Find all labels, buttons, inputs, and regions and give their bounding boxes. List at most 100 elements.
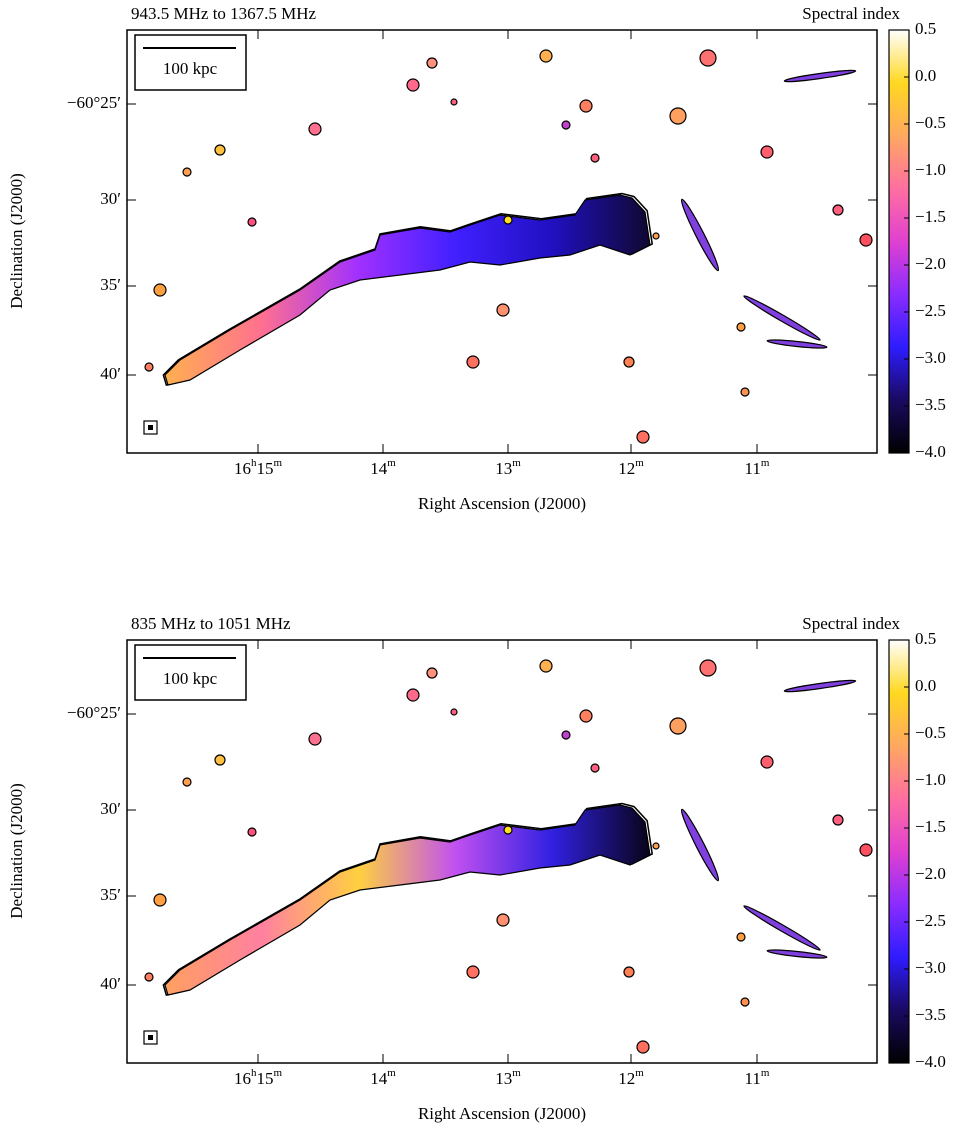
source <box>760 755 774 769</box>
colorbar-tick-label: −1.5 <box>915 207 946 226</box>
beam <box>148 1035 153 1040</box>
source <box>450 708 458 716</box>
x-tick-label-part: 12 <box>618 459 635 478</box>
map: 100 kpc <box>127 640 877 1063</box>
colorbar-tick-label: 0.0 <box>915 676 936 695</box>
source <box>466 965 480 979</box>
x-tick-label: 13m <box>495 457 521 478</box>
x-tick-label: 12m <box>618 457 644 478</box>
source <box>623 356 635 368</box>
x-tick-label-part: 14 <box>370 1069 388 1088</box>
colorbar-tick-label: −0.5 <box>915 113 946 132</box>
source <box>561 120 571 130</box>
colorbar-tick-label: −3.5 <box>915 395 946 414</box>
source <box>153 283 167 297</box>
colorbar-tick-label: −4.0 <box>915 1052 946 1071</box>
panel-title: 943.5 MHz to 1367.5 MHz <box>131 4 317 23</box>
x-tick-label-part: 15 <box>256 1069 273 1088</box>
x-tick-label: 11m <box>745 1067 770 1088</box>
x-tick-label-part: 13 <box>495 1069 512 1088</box>
source <box>636 1040 650 1054</box>
x-tick-label-part: m <box>387 457 396 469</box>
x-tick-label-part: 15 <box>256 459 273 478</box>
colorbar-title: Spectral index <box>802 614 900 633</box>
x-tick-label-part: m <box>273 1067 282 1079</box>
arc-source <box>743 295 821 341</box>
source <box>426 57 438 69</box>
panel-title: 835 MHz to 1051 MHz <box>131 614 291 633</box>
x-tick-label-part: m <box>635 1067 644 1079</box>
source <box>503 215 513 225</box>
colorbar-tick-label: −0.5 <box>915 723 946 742</box>
plot-frame <box>126 639 878 1064</box>
source <box>561 730 571 740</box>
source <box>496 913 510 927</box>
source <box>503 825 513 835</box>
y-tick-label: −60°25′ <box>67 93 121 112</box>
y-tick-label: 35′ <box>100 275 121 294</box>
x-axis-label: Right Ascension (J2000) <box>418 1104 586 1123</box>
scale-bar-box <box>134 34 247 91</box>
x-tick-label-part: m <box>512 1067 521 1079</box>
source <box>539 659 553 673</box>
source <box>308 122 322 136</box>
source <box>652 232 660 240</box>
panel: 100 kpc 835 MHz to 1051 MHz Spectral index… <box>7 614 946 1123</box>
scale-bar-box <box>134 644 247 701</box>
y-tick-label: 40′ <box>100 364 121 383</box>
source <box>740 387 750 397</box>
arc-source <box>783 679 857 693</box>
source <box>669 107 687 125</box>
colorbar-title: Spectral index <box>802 4 900 23</box>
colorbar-tick-label: 0.0 <box>915 66 936 85</box>
x-tick-label: 16h15m <box>234 1067 283 1088</box>
colorbar-tick-label: −3.0 <box>915 348 946 367</box>
source <box>652 842 660 850</box>
y-tick-label: 30′ <box>100 799 121 818</box>
panel: 100 kpc 943.5 MHz to 1367.5 MHz Spectral i… <box>7 4 946 513</box>
x-tick-label-part: m <box>761 1067 770 1079</box>
x-tick-label-part: 11 <box>745 459 761 478</box>
source <box>832 204 844 216</box>
beam-box <box>143 420 158 435</box>
source <box>144 972 154 982</box>
source <box>669 717 687 735</box>
source <box>736 932 746 942</box>
x-tick-label-part: 11 <box>745 1069 761 1088</box>
colorbar <box>888 29 910 454</box>
x-tick-label: 11m <box>745 457 770 478</box>
source <box>182 167 192 177</box>
y-tick-label: 30′ <box>100 189 121 208</box>
x-tick-label-part: h <box>251 1067 257 1079</box>
source <box>740 997 750 1007</box>
colorbar-tick-label: −3.0 <box>915 958 946 977</box>
map: 100 kpc <box>127 30 877 453</box>
y-tick-label: −60°25′ <box>67 703 121 722</box>
arc-source <box>766 339 828 349</box>
colorbar-tick-label: −1.0 <box>915 770 946 789</box>
x-tick-label-part: h <box>251 457 257 469</box>
source <box>466 355 480 369</box>
source <box>496 303 510 317</box>
x-tick-label-part: m <box>761 457 770 469</box>
x-tick-label: 16h15m <box>234 457 283 478</box>
source <box>736 322 746 332</box>
x-tick-label-part: 16 <box>234 1069 251 1088</box>
x-tick-label-part: 16 <box>234 459 251 478</box>
y-axis-label: Declination (J2000) <box>7 173 26 309</box>
beam <box>148 425 153 430</box>
x-tick-label: 12m <box>618 1067 644 1088</box>
jet <box>164 804 651 996</box>
x-tick-label-part: m <box>273 457 282 469</box>
source <box>699 659 717 677</box>
x-tick-label-part: 14 <box>370 459 388 478</box>
x-tick-label-part: 12 <box>618 1069 635 1088</box>
beam-box <box>143 1030 158 1045</box>
colorbar-tick-label: −1.0 <box>915 160 946 179</box>
source <box>590 763 600 773</box>
x-tick-label: 14m <box>370 1067 396 1088</box>
source <box>623 966 635 978</box>
source <box>699 49 717 67</box>
source <box>247 827 257 837</box>
